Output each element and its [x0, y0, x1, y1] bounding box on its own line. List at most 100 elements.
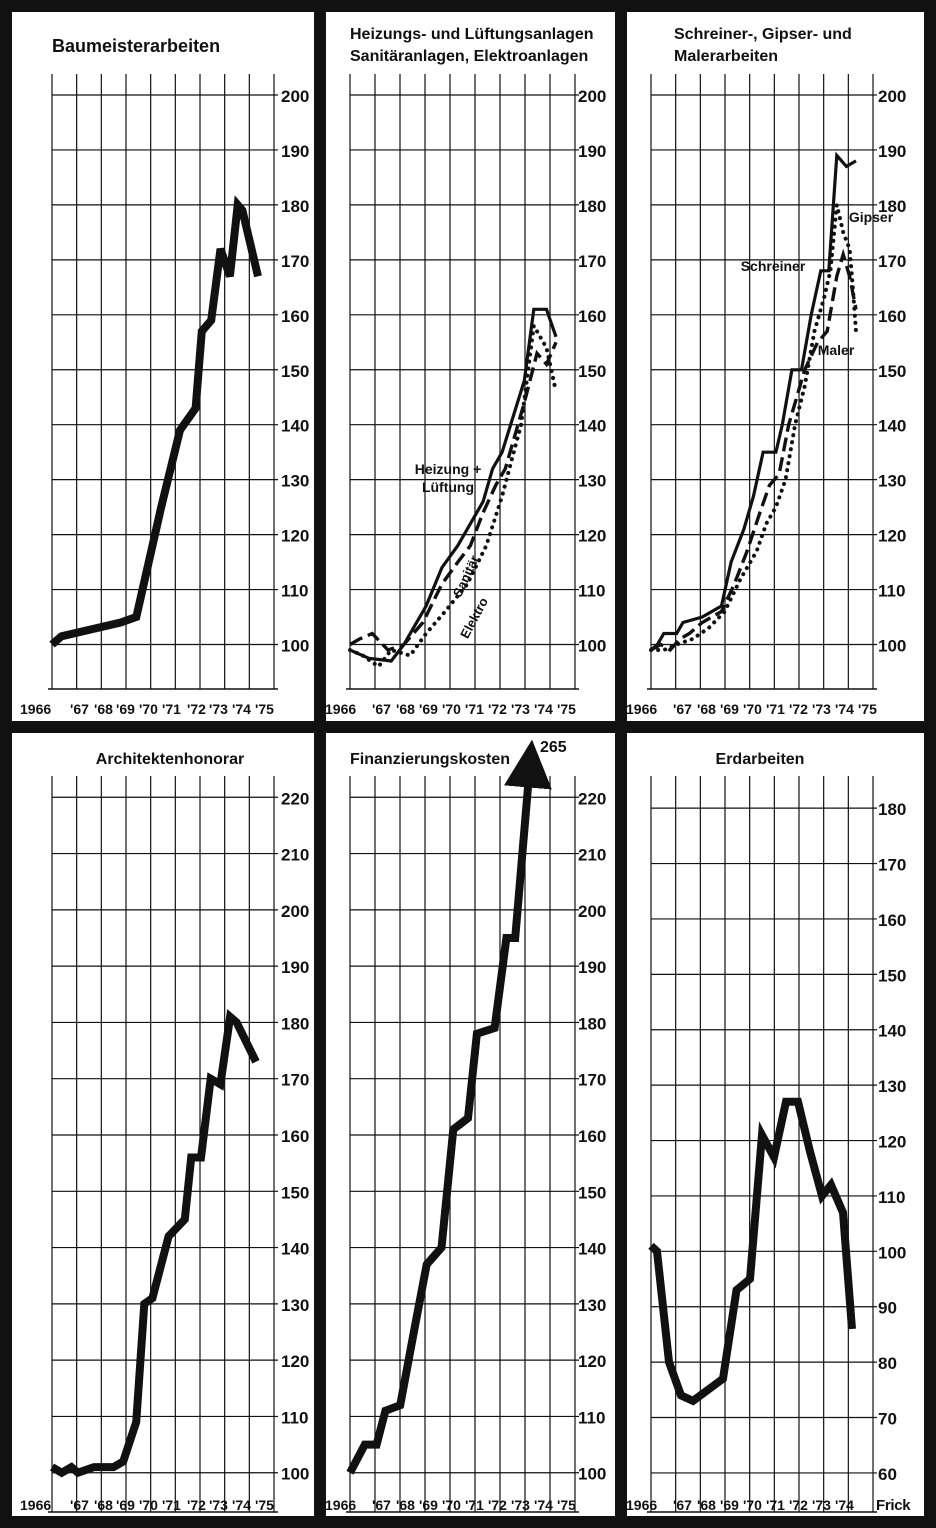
x-tick-label: '70	[442, 1497, 461, 1513]
x-tick-label: '74	[534, 1497, 553, 1513]
series-line-elektro	[348, 319, 558, 670]
x-tick-label: '68	[697, 1497, 716, 1513]
x-tick-label: '73	[812, 701, 831, 717]
x-tick-label: '74	[232, 701, 251, 717]
x-tick-label: '68	[94, 701, 113, 717]
x-tick-label: '74	[232, 1497, 251, 1513]
x-tick-label: '70	[743, 1497, 762, 1513]
y-tick-label: 120	[878, 1133, 906, 1152]
y-tick-label: 160	[578, 307, 606, 326]
panel-baumeisterarbeiten: Baumeisterarbeiten 200 190 180 170 160 150 140 1…	[20, 36, 309, 717]
y-tick-label: 130	[281, 472, 309, 491]
series-annotation: Schreiner	[741, 258, 806, 274]
y-tick-label: 130	[281, 1296, 309, 1315]
chart-title-line: Sanitäranlagen, Elektroanlagen	[350, 48, 588, 65]
x-tick-label: '72	[187, 701, 206, 717]
x-tick-label: '72	[488, 701, 507, 717]
series-line-gipser	[649, 204, 858, 652]
y-tick-label: 110	[578, 582, 605, 601]
x-tick-label: '71	[162, 1497, 181, 1513]
x-tick-label: '67	[70, 701, 89, 717]
x-tick-label: '73	[209, 1497, 228, 1513]
chart-title: Baumeisterarbeiten	[52, 36, 220, 56]
chart-title-line: Erdarbeiten	[716, 751, 805, 768]
x-tick-label: '71	[465, 701, 484, 717]
panel-finanzierungskosten: Finanzierungskosten 220 210 200 190 180 170 160…	[325, 739, 606, 1513]
y-tick-label: 100	[281, 637, 309, 656]
x-tick-label: '67	[70, 1497, 89, 1513]
y-tick-label: 150	[281, 362, 309, 381]
x-tick-label: '75	[255, 701, 274, 717]
y-tick-label: 140	[281, 417, 309, 436]
y-tick-label: 80	[878, 1354, 897, 1373]
x-tick-label: '74	[835, 701, 854, 717]
x-tick-label: '71	[465, 1497, 484, 1513]
y-tick-label: 200	[281, 87, 309, 106]
y-tick-label: 110	[878, 582, 905, 601]
x-tick-label: '71	[766, 701, 785, 717]
y-tick-label: 180	[578, 1014, 606, 1033]
series-annotation-line: Maler	[818, 342, 855, 358]
y-tick-label: 110	[281, 1408, 308, 1427]
y-tick-label: 100	[878, 1243, 906, 1262]
y-tick-label: 180	[281, 197, 309, 216]
y-tick-label: 150	[281, 1183, 309, 1202]
panel-erdarbeiten: Erdarbeiten 180 170 160 150 140 130 120 110 100 90…	[626, 751, 906, 1513]
y-tick-label: 200	[578, 87, 606, 106]
x-tick-label: '73	[511, 701, 530, 717]
y-tick-label: 150	[878, 362, 906, 381]
chart-title-line: Malerarbeiten	[674, 48, 778, 65]
arrow-value-label: 265	[540, 739, 567, 756]
panel-architektenhonorar: Architektenhonorar 220 210 200 190 180 170 160 1…	[20, 751, 309, 1513]
series-line-schreiner	[649, 151, 857, 652]
y-tick-label: 140	[578, 1240, 606, 1259]
y-tick-label: 110	[578, 1408, 605, 1427]
chart-title: Erdarbeiten	[716, 751, 805, 768]
y-tick-label: 170	[281, 252, 309, 271]
y-tick-label: 150	[878, 966, 906, 985]
y-tick-label: 210	[281, 846, 309, 865]
panel-schreiner-gipser-maler: Schreiner-, Gipser- und Malerarbeiten 200 1…	[626, 26, 906, 717]
y-tick-label: 180	[878, 800, 906, 819]
x-tick-label: '69	[419, 1497, 438, 1513]
series-annotation-line: Schreiner	[741, 258, 806, 274]
y-tick-label: 130	[878, 1077, 906, 1096]
y-tick-label: 100	[281, 1465, 309, 1484]
x-tick-label: '74	[835, 1497, 854, 1513]
y-tick-label: 120	[281, 1352, 309, 1371]
x-tick-label: 1966	[626, 1497, 657, 1513]
chart-title: Schreiner-, Gipser- und Malerarbeiten	[674, 26, 852, 65]
y-tick-label: 190	[578, 142, 606, 161]
series-annotation: Gipser	[849, 209, 894, 225]
x-tick-label: '75	[255, 1497, 274, 1513]
x-tick-label: 1966	[626, 701, 657, 717]
y-tick-label: 140	[878, 417, 906, 436]
series-annotation: Maler	[818, 342, 855, 358]
y-tick-label: 150	[578, 362, 606, 381]
y-tick-label: 60	[878, 1465, 897, 1484]
panel-heizung-sanitaer-elektro: Heizungs- und Lüftungsanlagen Sanitäranla…	[325, 26, 606, 717]
y-tick-label: 200	[578, 902, 606, 921]
series-annotation-line: Lüftung	[422, 479, 474, 495]
y-tick-label: 190	[878, 142, 906, 161]
x-tick-label: '70	[743, 701, 762, 717]
y-tick-label: 190	[281, 958, 309, 977]
x-tick-label: '67	[673, 1497, 692, 1513]
chart-title: Heizungs- und Lüftungsanlagen Sanitäranla…	[350, 26, 594, 65]
series-annotation-line: Gipser	[849, 209, 894, 225]
x-tick-label: '70	[139, 701, 158, 717]
x-tick-label: '74	[534, 701, 553, 717]
x-tick-label: 1966	[325, 1497, 356, 1513]
y-tick-label: 200	[878, 87, 906, 106]
x-tick-label: 1966	[20, 1497, 51, 1513]
x-tick-label: '68	[396, 1497, 415, 1513]
x-tick-label: '72	[789, 701, 808, 717]
series-line	[346, 739, 552, 1475]
y-tick-label: 190	[281, 142, 309, 161]
y-tick-label: 180	[281, 1014, 309, 1033]
y-tick-label: 190	[578, 958, 606, 977]
series-line-heizung-l-ftung	[349, 307, 558, 663]
y-tick-label: 140	[878, 1022, 906, 1041]
x-tick-label: '67	[673, 701, 692, 717]
